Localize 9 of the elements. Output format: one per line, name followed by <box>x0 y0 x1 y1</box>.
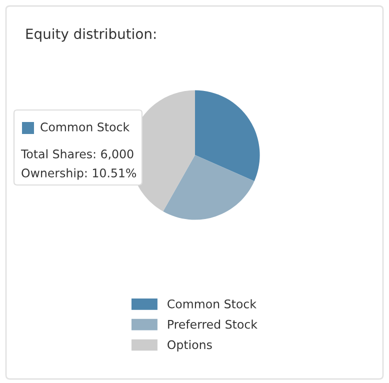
chart-title: Equity distribution: <box>26 28 156 42</box>
text: Ownership: 10.51% <box>22 168 136 180</box>
pie-slice <box>163 155 254 220</box>
pie-slice <box>195 90 260 182</box>
legend-label: Preferred Stock <box>168 320 258 329</box>
legend-label: Options <box>168 340 212 352</box>
text: Total Shares: 6,000 <box>20 149 134 160</box>
legend-label: Common Stock <box>168 299 256 308</box>
text: Common Stock <box>40 122 130 132</box>
